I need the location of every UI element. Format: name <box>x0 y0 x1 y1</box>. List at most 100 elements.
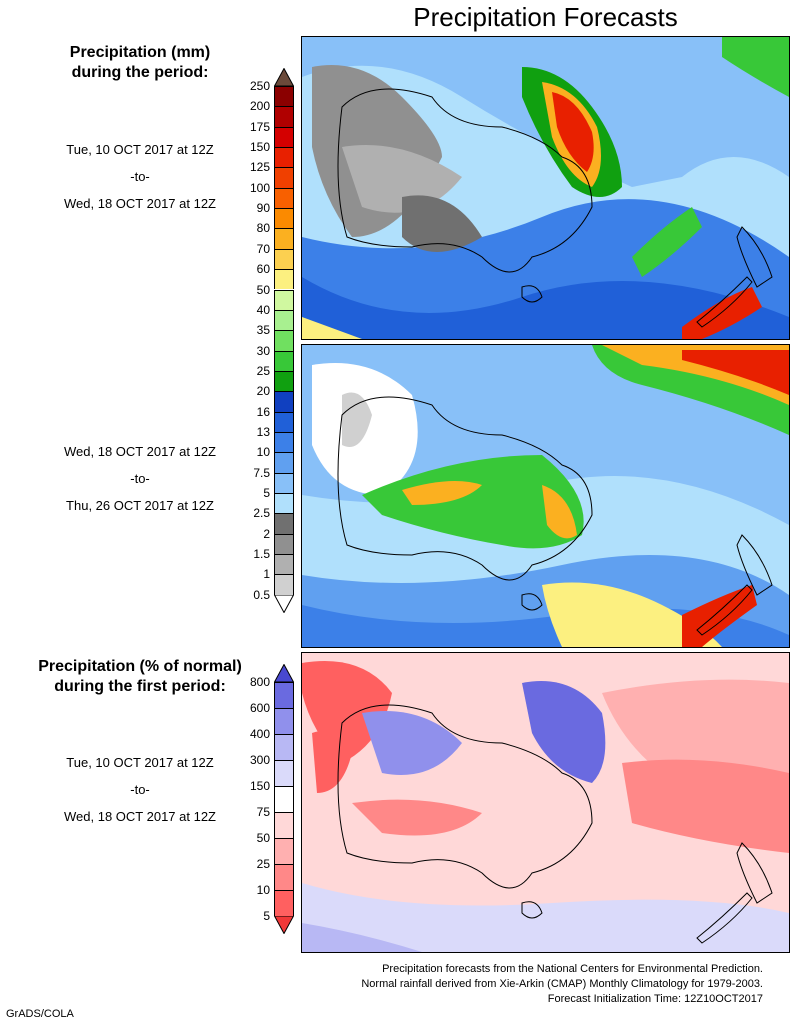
pct-colorbar-tick-label: 5 <box>263 909 270 923</box>
footer-line-1: Precipitation forecasts from the Nationa… <box>382 963 763 975</box>
precip-colorbar-tick-label: 90 <box>256 201 270 216</box>
precip-colorbar-cell <box>274 289 294 310</box>
precip-colorbar-cell <box>274 187 294 209</box>
precip-colorbar-tick-label: 13 <box>256 424 270 439</box>
period-1-start: Tue, 10 OCT 2017 at 12Z <box>66 142 214 157</box>
pct-colorbar-cell <box>274 682 294 708</box>
precip-colorbar-tick-label: 5 <box>263 486 270 500</box>
pct-colorbar-tick-label: 150 <box>249 779 270 793</box>
precip-colorbar-tick-label: 2 <box>263 526 270 541</box>
precip-map-period-2 <box>301 344 790 648</box>
precip-colorbar-cell <box>274 86 294 107</box>
credit-label: GrADS/COLA <box>6 1008 74 1020</box>
pct-colorbar-tick-label: 600 <box>249 701 270 715</box>
period-3-end: Wed, 18 OCT 2017 at 12Z <box>64 809 216 824</box>
precip-colorbar-cell <box>274 126 294 148</box>
period-3-label: Tue, 10 OCT 2017 at 12Z -to- Wed, 18 OCT… <box>0 749 280 830</box>
precip-colorbar-tick-label: 7.5 <box>253 465 270 480</box>
footer-line-2: Normal rainfall derived from Xie-Arkin (… <box>361 978 763 990</box>
precip-colorbar-tick-label: 40 <box>256 302 270 317</box>
precip-colorbar-tick-label: 250 <box>249 79 270 93</box>
pct-colorbar <box>274 664 294 934</box>
precip-colorbar-tick-label: 35 <box>256 323 270 338</box>
pct-colorbar-cell <box>274 890 294 916</box>
pct-normal-map <box>301 652 790 953</box>
precip-colorbar-cell <box>274 269 294 290</box>
precip-colorbar-cell <box>274 208 294 229</box>
period-1-end: Wed, 18 OCT 2017 at 12Z <box>64 196 216 211</box>
page-title: Precipitation Forecasts <box>413 2 678 32</box>
pct-colorbar-cell <box>274 864 294 890</box>
pct-colorbar-cell <box>274 734 294 760</box>
pct-colorbar-top-arrow <box>274 664 294 682</box>
precip-header-line2: during the period: <box>71 64 209 81</box>
precip-colorbar-tick-label: 70 <box>256 241 270 256</box>
precip-colorbar-tick-label: 125 <box>249 160 270 175</box>
period-1-label: Tue, 10 OCT 2017 at 12Z -to- Wed, 18 OCT… <box>0 136 280 217</box>
precip-colorbar-cell <box>274 248 294 270</box>
pct-colorbar-cell <box>274 838 294 864</box>
precip-colorbar-cell <box>274 411 294 432</box>
pct-header: Precipitation (% of normal) during the f… <box>5 657 275 697</box>
pct-colorbar-tick-label: 50 <box>256 831 270 845</box>
pct-colorbar-bottom-arrow <box>274 916 294 934</box>
precip-colorbar-tick-label: 10 <box>256 445 270 460</box>
precip-colorbar-cell <box>274 554 294 575</box>
precip-colorbar-cell <box>274 106 294 127</box>
precip-colorbar-tick-label: 1.5 <box>253 547 270 562</box>
precip-colorbar-tick-label: 50 <box>256 282 270 297</box>
precip-colorbar-tick-label: 150 <box>249 140 270 155</box>
pct-colorbar-cell <box>274 708 294 734</box>
precip-colorbar-top-arrow <box>274 68 294 86</box>
pct-colorbar-cell <box>274 760 294 786</box>
precip-colorbar-cell <box>274 330 294 351</box>
precip-colorbar-tick-label: 1 <box>263 567 270 582</box>
precip-colorbar-cell <box>274 452 294 473</box>
pct-header-line1: Precipitation (% of normal) <box>38 658 242 675</box>
precip-colorbar-tick-label: 25 <box>256 363 270 378</box>
precip-colorbar <box>274 68 294 613</box>
pct-colorbar-tick-label: 300 <box>249 753 270 767</box>
footer-line-3: Forecast Initialization Time: 12Z10OCT20… <box>547 993 763 1005</box>
pct-colorbar-tick-label: 75 <box>256 805 270 819</box>
period-3-sep: -to- <box>130 782 150 797</box>
period-2-end: Thu, 26 OCT 2017 at 12Z <box>66 498 214 513</box>
precip-colorbar-cell <box>274 391 294 412</box>
precip-colorbar-tick-label: 100 <box>249 180 270 195</box>
pct-colorbar-cell <box>274 812 294 838</box>
precip-colorbar-bottom-arrow <box>274 594 294 613</box>
precip-colorbar-cell <box>274 370 294 392</box>
precip-header: Precipitation (mm) during the period: <box>5 43 275 83</box>
precip-colorbar-tick-label: 200 <box>249 99 270 114</box>
period-2-label: Wed, 18 OCT 2017 at 12Z -to- Thu, 26 OCT… <box>0 438 280 519</box>
pct-colorbar-cell <box>274 786 294 812</box>
period-2-sep: -to- <box>130 471 150 486</box>
precip-colorbar-tick-label: 16 <box>256 404 270 419</box>
precip-colorbar-tick-label: 30 <box>256 343 270 358</box>
precip-colorbar-cell <box>274 493 294 514</box>
precip-colorbar-cell <box>274 574 294 595</box>
precip-colorbar-tick-label: 80 <box>256 221 270 236</box>
pct-colorbar-tick-label: 25 <box>256 857 270 871</box>
precip-colorbar-cell <box>274 533 294 555</box>
pct-colorbar-tick-label: 400 <box>249 727 270 741</box>
period-1-sep: -to- <box>130 169 150 184</box>
period-2-start: Wed, 18 OCT 2017 at 12Z <box>64 444 216 459</box>
footer-notes: Precipitation forecasts from the Nationa… <box>361 962 763 1007</box>
precip-colorbar-cell <box>274 350 294 371</box>
precip-colorbar-tick-label: 0.5 <box>253 587 270 602</box>
precip-colorbar-tick-label: 60 <box>256 262 270 277</box>
period-3-start: Tue, 10 OCT 2017 at 12Z <box>66 755 214 770</box>
precip-colorbar-cell <box>274 513 294 534</box>
precip-colorbar-tick-label: 175 <box>249 119 270 134</box>
precip-header-line1: Precipitation (mm) <box>69 44 211 61</box>
pct-header-line2: during the first period: <box>54 678 226 695</box>
precip-colorbar-cell <box>274 228 294 249</box>
pct-colorbar-tick-label: 10 <box>256 883 270 897</box>
precip-colorbar-tick-label: 20 <box>256 384 270 399</box>
precip-colorbar-cell <box>274 309 294 331</box>
pct-colorbar-tick-label: 800 <box>249 675 270 689</box>
precip-colorbar-cell <box>274 472 294 493</box>
precip-colorbar-cell <box>274 147 294 168</box>
precip-map-period-1 <box>301 36 790 340</box>
